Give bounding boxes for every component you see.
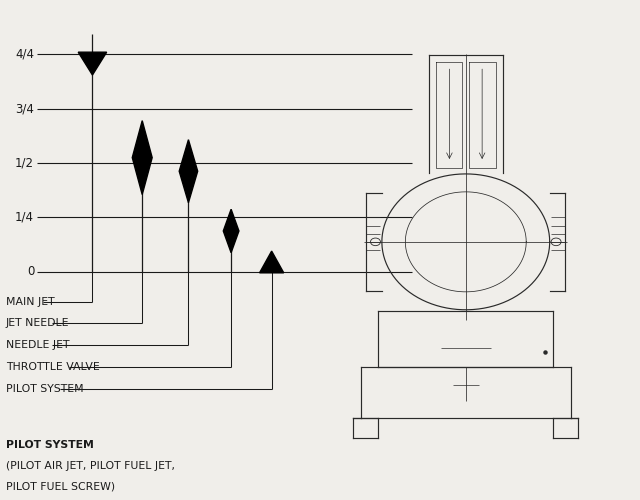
Text: 1/4: 1/4: [15, 211, 34, 224]
Text: PILOT FUEL SCREW): PILOT FUEL SCREW): [6, 482, 115, 492]
Text: 4/4: 4/4: [15, 48, 34, 61]
Polygon shape: [132, 120, 152, 194]
Text: (PILOT AIR JET, PILOT FUEL JET,: (PILOT AIR JET, PILOT FUEL JET,: [6, 461, 175, 471]
Text: 0: 0: [27, 265, 34, 278]
Text: PILOT SYSTEM: PILOT SYSTEM: [6, 384, 83, 394]
Polygon shape: [78, 52, 107, 75]
Text: JET NEEDLE: JET NEEDLE: [6, 318, 69, 328]
Text: MAIN JET: MAIN JET: [6, 296, 54, 306]
Text: THROTTLE VALVE: THROTTLE VALVE: [6, 362, 99, 372]
Polygon shape: [179, 140, 198, 202]
Polygon shape: [260, 251, 284, 273]
Text: NEEDLE JET: NEEDLE JET: [6, 340, 69, 350]
Text: 3/4: 3/4: [15, 102, 34, 115]
Polygon shape: [223, 209, 239, 252]
Text: PILOT SYSTEM: PILOT SYSTEM: [6, 440, 93, 450]
Text: 1/2: 1/2: [15, 156, 34, 170]
